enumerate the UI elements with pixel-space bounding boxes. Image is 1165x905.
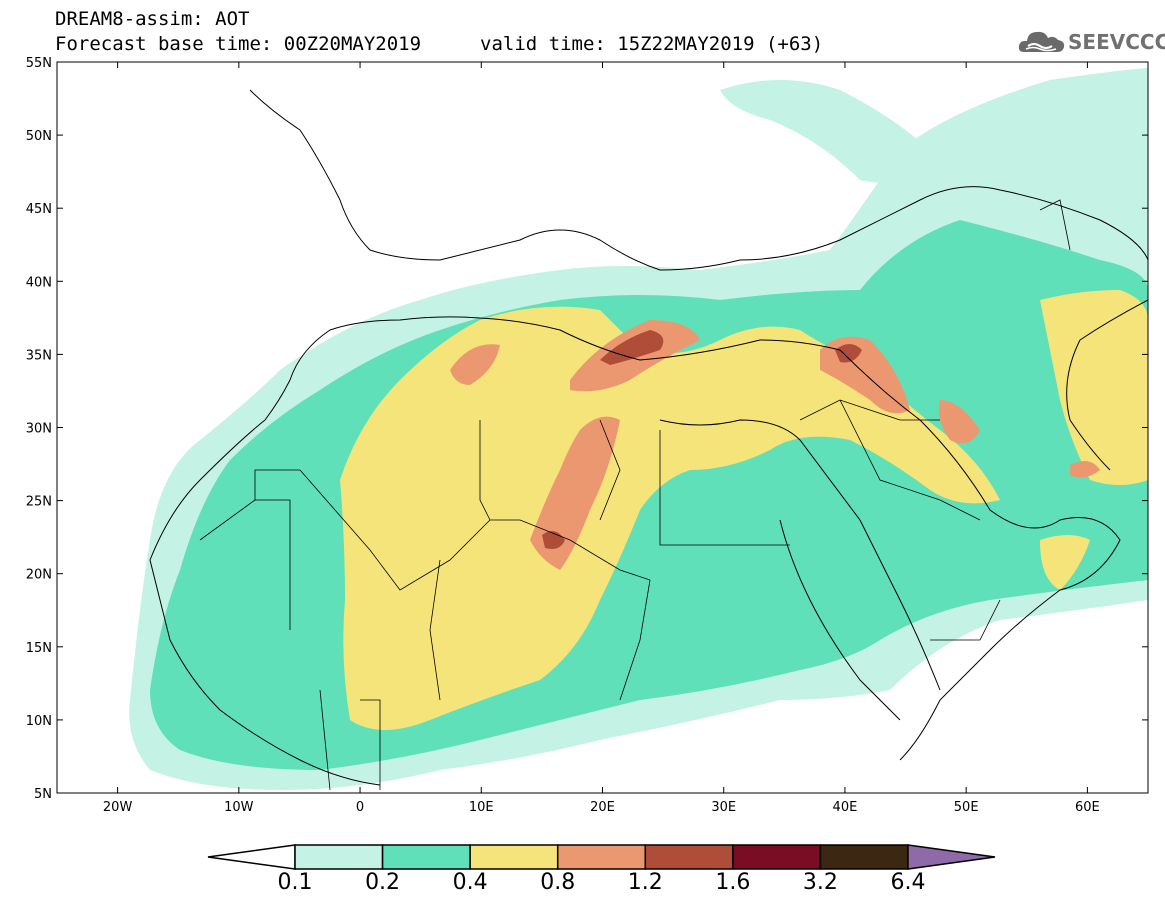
lat-label: 25N xyxy=(26,495,52,510)
lon-label: 20W xyxy=(103,800,133,815)
aot-band-0.4-sahara xyxy=(340,306,1000,730)
lon-label: 40E xyxy=(833,800,858,815)
colorbar-label: 1.2 xyxy=(627,870,663,895)
lat-label: 45N xyxy=(26,202,52,217)
lat-label: 55N xyxy=(26,56,52,71)
aot-field xyxy=(129,68,1148,790)
forecast-base-time: Forecast base time: 00Z20MAY2019 xyxy=(55,33,422,55)
colorbar xyxy=(207,844,996,870)
aot-band-0.4-oman xyxy=(1040,535,1090,590)
lat-label: 40N xyxy=(26,275,52,290)
lon-label: 30E xyxy=(711,800,736,815)
lat-label: 30N xyxy=(26,422,52,437)
aot-band-0.8-west xyxy=(450,344,500,385)
colorbar-label: 3.2 xyxy=(802,870,838,895)
colorbar-label: 1.6 xyxy=(715,870,751,895)
lon-label: 10W xyxy=(224,800,254,815)
lat-label: 15N xyxy=(26,641,52,656)
colorbar-swatch xyxy=(644,844,734,870)
colorbar-low-arrow xyxy=(207,844,296,870)
colorbar-swatch xyxy=(294,844,384,870)
map-title: DREAM8-assim: AOT xyxy=(55,8,250,30)
lat-labels: 55N 50N 45N 40N 35N 30N 25N 20N 15N 10N 5N xyxy=(26,56,52,802)
colorbar-swatch xyxy=(381,844,471,870)
colorbar-label: 0.2 xyxy=(365,870,401,895)
lon-label: 60E xyxy=(1075,800,1100,815)
seevccc-logo: SEEVCCC xyxy=(1018,26,1165,58)
lon-label: 10E xyxy=(469,800,494,815)
valid-time: valid time: 15Z22MAY2019 (+63) xyxy=(480,33,824,55)
lat-label: 50N xyxy=(26,129,52,144)
aot-band-0.8-gulf xyxy=(938,400,980,444)
cloud-icon xyxy=(1018,31,1065,52)
country-borders xyxy=(199,199,1071,791)
tick-marks xyxy=(57,61,1148,794)
lat-label: 35N xyxy=(26,348,52,363)
lat-label: 5N xyxy=(34,787,52,802)
aot-band-1.2-crete xyxy=(600,330,664,365)
colorbar-swatch xyxy=(556,844,647,870)
aot-band-0.4-arabia xyxy=(1040,290,1148,485)
lon-label: 20E xyxy=(590,800,615,815)
colorbar-swatch xyxy=(819,844,909,870)
lon-labels: 20W 10W 0 10E 20E 30E 40E 50E 60E xyxy=(103,800,1100,815)
colorbar-swatch xyxy=(469,844,559,870)
colorbar-label: 0.4 xyxy=(452,870,488,895)
aot-band-0.1-north xyxy=(720,80,940,183)
lon-label: 50E xyxy=(954,800,979,815)
colorbar-label: 0.8 xyxy=(540,870,576,895)
colorbar-swatch xyxy=(732,844,822,870)
aot-band-0.8-pers xyxy=(1070,461,1100,478)
coastlines xyxy=(149,89,1148,786)
lat-label: 10N xyxy=(26,714,52,729)
lat-label: 20N xyxy=(26,568,52,583)
lon-label: 0 xyxy=(356,800,364,815)
colorbar-high-arrow xyxy=(907,844,996,870)
colorbar-label: 6.4 xyxy=(890,870,926,895)
colorbar-label: 0.1 xyxy=(277,870,313,895)
logo-text: SEEVCCC xyxy=(1068,30,1165,54)
aot-band-1.2-iraq xyxy=(835,344,862,363)
